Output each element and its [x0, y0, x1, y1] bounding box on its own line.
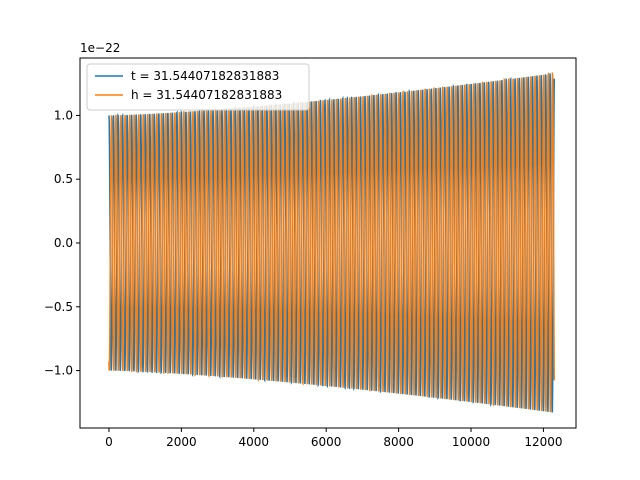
- x-tick-label: 2000: [166, 435, 197, 449]
- ticks: 0 2000 4000 6000 8000 10000 12000 −1.0 −0.5 0.0 0.…: [44, 108, 563, 449]
- series-line-1: [108, 71, 556, 413]
- y-tick-label: −1.0: [44, 364, 73, 378]
- legend: t = 31.54407182831883 h = 31.544071828318…: [86, 63, 310, 111]
- y-tick-label: 0.0: [54, 236, 73, 250]
- x-tick-label: 10000: [452, 435, 490, 449]
- x-tick-label: 4000: [239, 435, 270, 449]
- x-tick-label: 6000: [311, 435, 342, 449]
- legend-label-1: h = 31.54407182831883: [131, 88, 282, 102]
- series-line-0: [108, 72, 556, 413]
- y-tick-label: −0.5: [44, 300, 73, 314]
- y-tick-label: 1.0: [54, 108, 73, 122]
- legend-box: [86, 63, 310, 111]
- x-tick-label: 0: [105, 435, 113, 449]
- x-tick-label: 12000: [524, 435, 562, 449]
- offset-label: 1e−22: [80, 41, 120, 55]
- y-tick-label: 0.5: [54, 172, 73, 186]
- legend-label-0: t = 31.54407182831883: [131, 69, 279, 83]
- x-tick-label: 8000: [383, 435, 414, 449]
- plot-area: [108, 71, 556, 413]
